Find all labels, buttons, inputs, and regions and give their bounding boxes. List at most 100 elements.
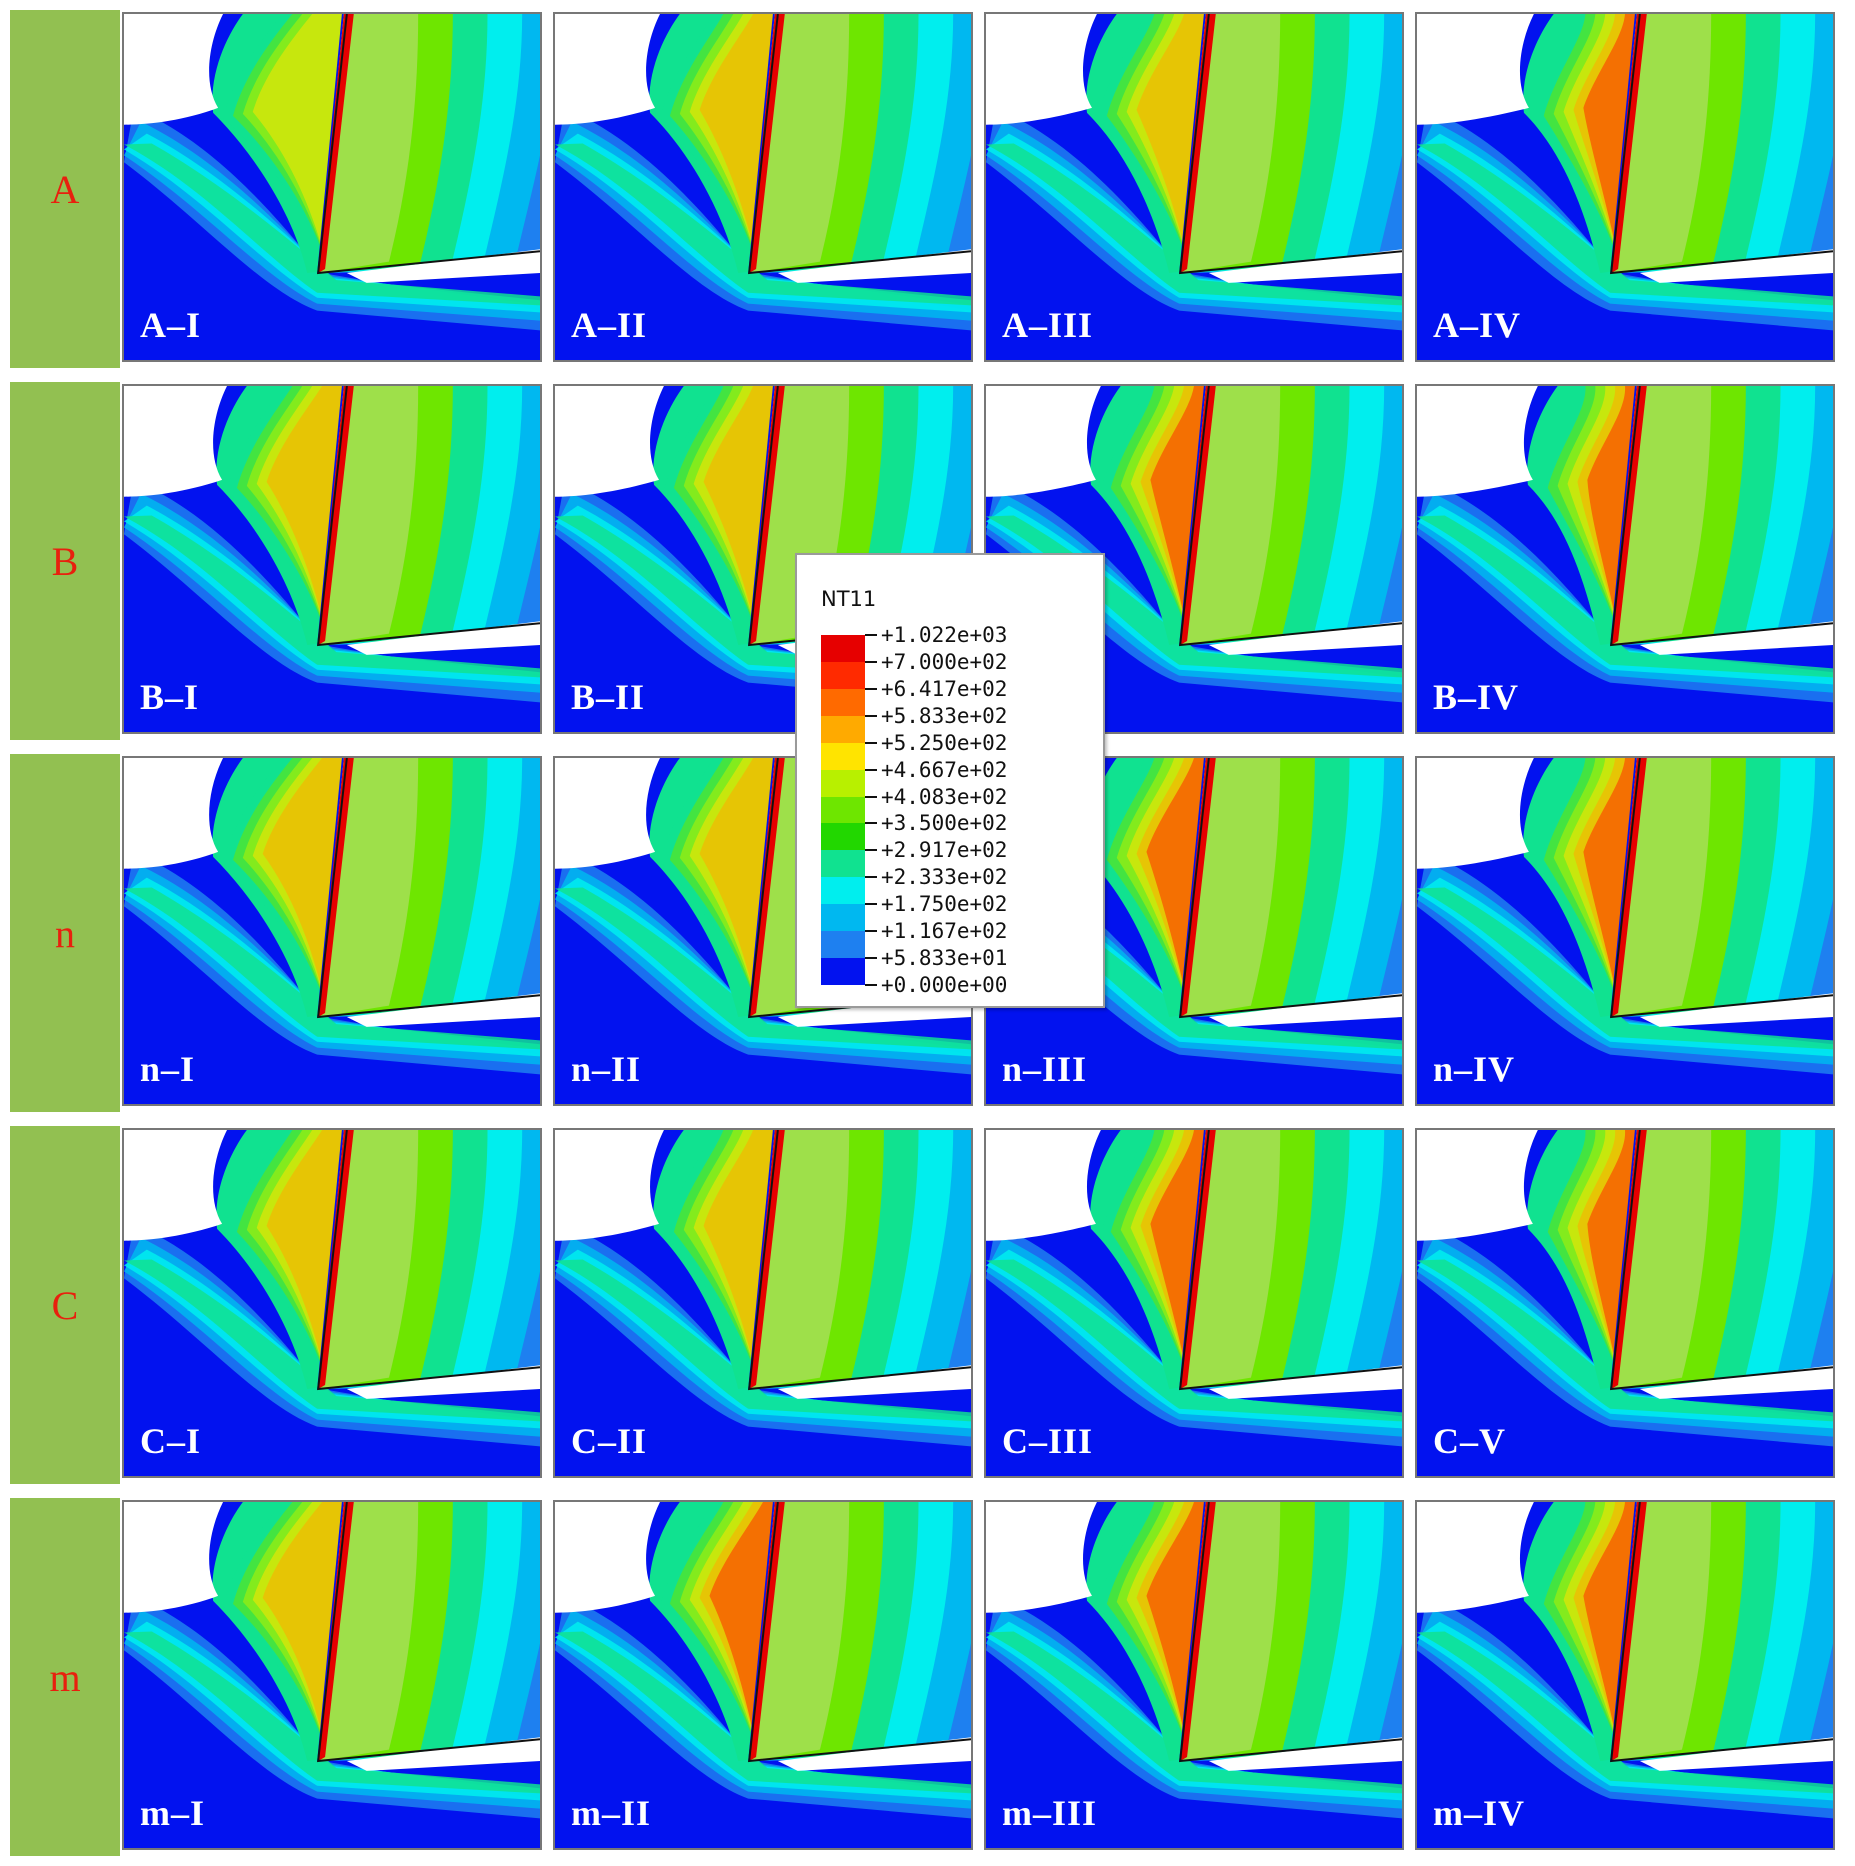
legend-tick [865,930,877,933]
contour-plot [986,1130,1402,1476]
contour-panel: A–III [984,12,1404,362]
contour-plot [1417,758,1833,1104]
legend-value: +0.000e+00 [881,973,1008,997]
row-label: C [10,1126,120,1484]
panel-label: m–IV [1433,1793,1525,1833]
contour-panel: m–IV [1415,1500,1835,1850]
legend-value: +5.833e+01 [881,946,1008,971]
contour-plot [555,1502,971,1848]
legend-tick [865,634,877,636]
contour-panel: n–IV [1415,756,1835,1106]
panel-label: A–I [140,305,202,345]
legend-swatch [821,769,865,797]
legend-swatch [821,688,865,716]
legend-value: +4.083e+02 [881,784,1008,809]
legend-value: +2.333e+02 [881,865,1008,890]
legend-value: +1.750e+02 [881,892,1008,917]
panel-label: n–I [140,1049,196,1089]
contour-plot [124,1502,540,1848]
legend-swatch [821,904,865,932]
legend-tick [865,984,877,986]
legend-tick [865,795,877,798]
panel-label: A–IV [1433,305,1522,345]
legend-tick [865,687,877,690]
legend-swatch [821,635,865,662]
legend-tick [865,768,877,771]
legend-swatch [821,850,865,878]
contour-panel: A–II [553,12,973,362]
contour-plot [1417,386,1833,732]
temperature-legend: NT11 +1.022e+03 +7.000e+02 +6.417e+02 +5.83… [795,553,1105,1008]
contour-panel: C–II [553,1128,973,1478]
legend-value: +5.250e+02 [881,730,1008,755]
legend-tick [865,903,877,906]
contour-plot [555,14,971,360]
legend-color-bar [821,635,865,986]
legend-tick [865,660,877,663]
legend-swatch [821,796,865,824]
contour-plot [986,14,1402,360]
legend-swatch [821,877,865,905]
contour-panel: A–I [122,12,542,362]
panel-label: n–III [1002,1049,1088,1089]
legend-tick [865,822,877,825]
legend-value: +6.417e+02 [881,676,1008,701]
panel-label: A–III [1002,305,1094,345]
contour-plot [124,386,540,732]
row-label: m [10,1498,120,1856]
contour-panel: B–III [984,384,1404,734]
contour-panel: n–I [122,756,542,1106]
legend-value: +7.000e+02 [881,649,1008,674]
legend-swatch [821,958,865,986]
panel-label: C–V [1433,1421,1506,1461]
contour-panel: m–I [122,1500,542,1850]
contour-plot [986,1502,1402,1848]
legend-swatch [821,715,865,743]
panel-label: B–I [140,677,200,717]
contour-panel: B–IV [1415,384,1835,734]
contour-plot [1417,1130,1833,1476]
legend-tick [865,741,877,744]
contour-panel: C–V [1415,1128,1835,1478]
legend-tick [865,849,877,852]
panel-label: A–II [571,305,648,345]
row-label: n [10,754,120,1112]
legend-title: NT11 [821,587,877,611]
contour-plot [1417,14,1833,360]
contour-panel: m–II [553,1500,973,1850]
contour-panel: C–III [984,1128,1404,1478]
legend-value: +5.833e+02 [881,703,1008,728]
legend-value: +4.667e+02 [881,757,1008,782]
row-label: B [10,382,120,740]
legend-value: +1.167e+02 [881,919,1008,944]
contour-panel: m–III [984,1500,1404,1850]
contour-panel: C–I [122,1128,542,1478]
legend-tick [865,957,877,960]
contour-plot [555,1130,971,1476]
panel-label: C–III [1002,1421,1094,1461]
contour-plot [986,386,1402,732]
panel-label: C–II [571,1421,648,1461]
panel-label: m–II [571,1793,652,1833]
contour-plot [1417,1502,1833,1848]
panel-label: n–IV [1433,1049,1516,1089]
legend-swatch [821,661,865,689]
legend-tick [865,876,877,879]
panel-label: m–I [140,1793,205,1833]
legend-value: +3.500e+02 [881,811,1008,836]
contour-panel: A–IV [1415,12,1835,362]
row-label: A [10,10,120,368]
legend-swatch [821,931,865,959]
legend-value: +1.022e+03 [881,623,1008,647]
panel-label: B–II [571,677,646,717]
legend-value: +2.917e+02 [881,838,1008,863]
legend-swatch [821,823,865,851]
panel-label: C–I [140,1421,202,1461]
panel-label: B–IV [1433,677,1520,717]
legend-swatch [821,742,865,770]
panel-label: m–III [1002,1793,1098,1833]
contour-plot [124,14,540,360]
contour-panel: B–I [122,384,542,734]
contour-plot [124,758,540,1104]
panel-label: n–II [571,1049,642,1089]
